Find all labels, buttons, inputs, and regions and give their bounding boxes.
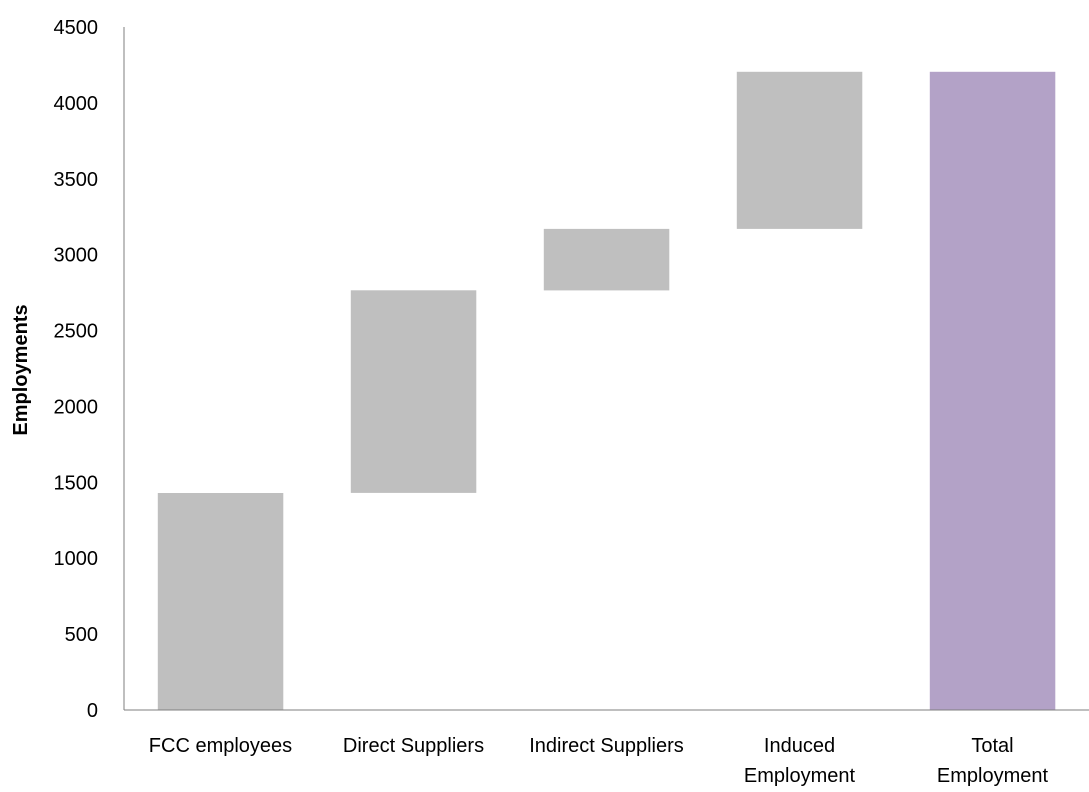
y-tick-label: 3500: [54, 169, 99, 191]
y-tick-label: 0: [87, 700, 98, 722]
x-category-label-line: Total: [971, 735, 1013, 757]
x-category-label: Indirect Suppliers: [529, 735, 684, 757]
y-axis-title: Employments: [10, 304, 32, 435]
x-category-label: Total Employment: [937, 735, 1049, 787]
x-category-label-line: FCC employees: [149, 735, 292, 757]
y-tick-labels: 0 500 1000 1500 2000 2500 3000 3500 4000 4500: [54, 17, 99, 722]
y-tick-label: 2000: [54, 396, 99, 418]
bar-direct-suppliers: [350, 290, 477, 493]
bar-total-employment: [929, 71, 1056, 711]
x-category-label-line: Indirect Suppliers: [529, 735, 684, 757]
y-tick-label: 4000: [54, 93, 99, 115]
y-tick-label: 4500: [54, 17, 99, 39]
bars-layer: [157, 71, 1056, 711]
bar-indirect-suppliers: [543, 228, 670, 291]
x-category-label: Direct Suppliers: [343, 735, 484, 757]
x-category-label-line: Employment: [744, 765, 856, 787]
y-tick-label: 3000: [54, 245, 99, 267]
y-tick-label: 1500: [54, 472, 99, 494]
bar-fcc-employees: [157, 493, 284, 710]
x-category-label: Induced Employment: [744, 735, 856, 787]
y-tick-label: 2500: [54, 321, 99, 343]
x-category-label: FCC employees: [149, 735, 292, 757]
x-category-label-line: Employment: [937, 765, 1049, 787]
y-tick-label: 1000: [54, 548, 99, 570]
bar-induced-employment: [736, 71, 863, 229]
x-category-label-line: Induced: [764, 735, 835, 757]
x-category-labels: FCC employees Direct Suppliers Indirect Su…: [149, 735, 1049, 787]
x-category-label-line: Direct Suppliers: [343, 735, 484, 757]
y-tick-label: 500: [65, 624, 98, 646]
axis-layer: [123, 27, 1089, 711]
